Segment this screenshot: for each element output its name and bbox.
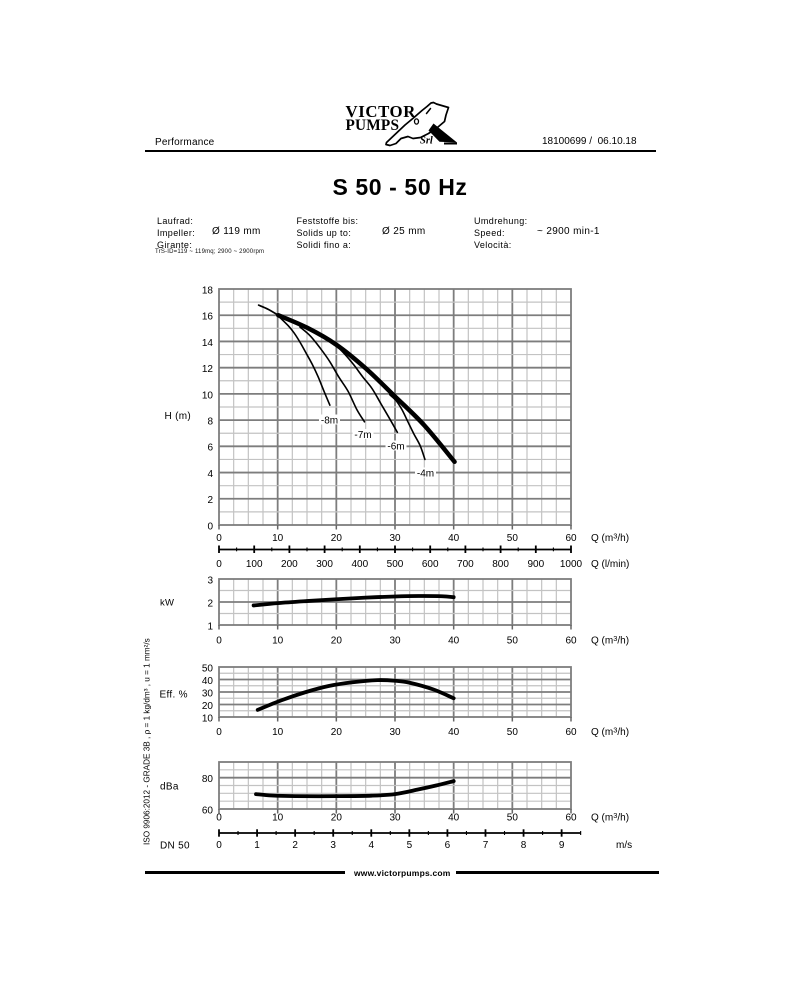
svg-text:50: 50	[507, 812, 519, 823]
svg-text:3: 3	[207, 575, 213, 586]
svg-text:40: 40	[202, 676, 214, 687]
svg-text:0: 0	[216, 812, 222, 823]
svg-text:50: 50	[507, 727, 519, 738]
svg-text:5: 5	[407, 840, 413, 851]
svg-text:20: 20	[202, 701, 214, 712]
svg-text:H (m): H (m)	[165, 411, 192, 422]
svg-text:10: 10	[272, 812, 284, 823]
svg-text:6: 6	[445, 840, 451, 851]
svg-text:30: 30	[389, 533, 401, 544]
svg-text:dBa: dBa	[160, 782, 179, 793]
svg-text:10: 10	[272, 533, 284, 544]
svg-text:PUMPS: PUMPS	[346, 117, 400, 134]
svg-text:700: 700	[457, 559, 474, 570]
svg-text:30: 30	[389, 727, 401, 738]
svg-text:0: 0	[216, 727, 222, 738]
svg-text:1: 1	[254, 840, 260, 851]
svg-text:1: 1	[207, 621, 213, 632]
svg-text:-8m: -8m	[321, 416, 338, 427]
svg-text:10: 10	[272, 635, 284, 646]
svg-text:60: 60	[565, 635, 577, 646]
svg-text:Q (l/min): Q (l/min)	[591, 559, 629, 570]
svg-text:40: 40	[448, 727, 460, 738]
svg-text:2: 2	[207, 598, 213, 609]
svg-text:30: 30	[389, 812, 401, 823]
svg-text:0: 0	[216, 840, 222, 851]
svg-text:Q (m3/h): Q (m3/h)	[591, 531, 629, 544]
svg-text:40: 40	[448, 812, 460, 823]
svg-text:-4m: -4m	[417, 469, 434, 480]
svg-text:60: 60	[565, 727, 577, 738]
svg-text:16: 16	[202, 312, 214, 323]
svg-text:8: 8	[521, 840, 527, 851]
svg-text:60: 60	[565, 533, 577, 544]
svg-text:800: 800	[492, 559, 509, 570]
svg-text:60: 60	[565, 812, 577, 823]
svg-text:40: 40	[448, 533, 460, 544]
svg-text:80: 80	[202, 774, 214, 785]
svg-text:VICTOR: VICTOR	[346, 102, 417, 121]
svg-text:3: 3	[330, 840, 336, 851]
svg-text:Q (m3/h): Q (m3/h)	[591, 634, 629, 647]
svg-text:20: 20	[331, 727, 343, 738]
svg-text:DN 50: DN 50	[160, 841, 190, 852]
svg-text:50: 50	[507, 533, 519, 544]
svg-text:40: 40	[448, 635, 460, 646]
svg-text:0: 0	[216, 559, 222, 570]
svg-text:0: 0	[216, 635, 222, 646]
svg-text:50: 50	[507, 635, 519, 646]
svg-text:500: 500	[387, 559, 404, 570]
svg-text:600: 600	[422, 559, 439, 570]
svg-text:10: 10	[202, 390, 214, 401]
svg-text:20: 20	[331, 533, 343, 544]
svg-text:Eff. %: Eff. %	[160, 690, 188, 701]
svg-text:8: 8	[207, 417, 213, 428]
svg-text:50: 50	[202, 663, 214, 674]
svg-text:0: 0	[207, 521, 213, 532]
svg-text:400: 400	[351, 559, 368, 570]
svg-text:Q (m3/h): Q (m3/h)	[591, 811, 629, 824]
svg-text:Q (m3/h): Q (m3/h)	[591, 725, 629, 738]
svg-text:6: 6	[207, 443, 213, 454]
svg-text:300: 300	[316, 559, 333, 570]
svg-text:0: 0	[216, 533, 222, 544]
svg-text:30: 30	[389, 635, 401, 646]
svg-text:4: 4	[207, 469, 213, 480]
svg-text:60: 60	[202, 805, 214, 816]
svg-text:1000: 1000	[560, 559, 583, 570]
svg-text:9: 9	[559, 840, 565, 851]
svg-text:30: 30	[202, 688, 214, 699]
svg-text:10: 10	[272, 727, 284, 738]
svg-text:12: 12	[202, 364, 214, 375]
svg-text:18: 18	[202, 285, 214, 296]
svg-text:10: 10	[202, 713, 214, 724]
svg-text:900: 900	[527, 559, 544, 570]
svg-text:-7m: -7m	[354, 430, 371, 441]
svg-text:2: 2	[292, 840, 298, 851]
svg-text:-6m: -6m	[387, 442, 404, 453]
svg-text:4: 4	[368, 840, 374, 851]
svg-text:20: 20	[331, 635, 343, 646]
svg-text:kW: kW	[160, 598, 174, 609]
svg-text:100: 100	[246, 559, 263, 570]
svg-text:2: 2	[207, 495, 213, 506]
svg-text:m/s: m/s	[616, 840, 632, 851]
svg-text:7: 7	[483, 840, 489, 851]
svg-text:200: 200	[281, 559, 298, 570]
svg-text:14: 14	[202, 338, 214, 349]
svg-text:20: 20	[331, 812, 343, 823]
svg-text:Srl: Srl	[420, 136, 433, 147]
svg-text:ISO 9906:2012 - GRADE 3B , ρ =: ISO 9906:2012 - GRADE 3B , ρ = 1 kg/dm³ …	[143, 638, 152, 845]
